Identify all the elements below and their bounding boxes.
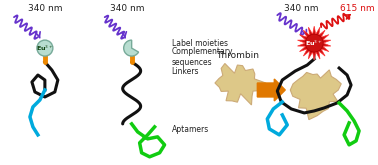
Text: 340 nm: 340 nm [110, 4, 145, 13]
Text: 615 nm: 615 nm [340, 4, 374, 13]
FancyArrow shape [257, 79, 285, 101]
Text: Thrombin: Thrombin [216, 50, 259, 60]
Text: 340 nm: 340 nm [28, 4, 62, 13]
Polygon shape [297, 26, 331, 60]
Wedge shape [124, 40, 139, 56]
Circle shape [37, 40, 53, 56]
Text: 340 nm: 340 nm [284, 4, 319, 13]
Text: Linkers: Linkers [172, 66, 199, 76]
Text: Label moieties: Label moieties [172, 39, 228, 48]
Circle shape [305, 34, 323, 52]
Text: Aptamers: Aptamers [172, 125, 209, 134]
Text: Eu$^{3+}$: Eu$^{3+}$ [305, 38, 323, 48]
Text: Eu$^{3+}$: Eu$^{3+}$ [36, 43, 54, 53]
Polygon shape [290, 70, 341, 120]
Text: Complementary
sequences: Complementary sequences [172, 47, 233, 67]
Polygon shape [215, 64, 266, 105]
